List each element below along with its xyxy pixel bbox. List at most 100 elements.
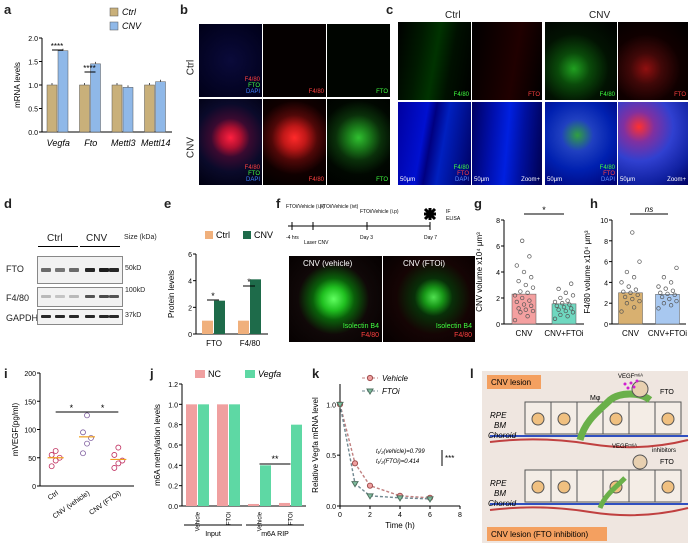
micrograph-c-ctrl-f480: F4/80 xyxy=(398,22,471,100)
timeline-tick-label: Day 3 xyxy=(360,235,373,241)
blot-band xyxy=(99,295,109,298)
sig-marker: ** xyxy=(271,454,279,464)
legend-swatch xyxy=(245,370,255,378)
legend-swatch xyxy=(205,231,213,239)
legend-marker xyxy=(366,388,374,395)
layer-label-rpe-bottom: RPE xyxy=(490,479,507,488)
y-tick-label: 6 xyxy=(496,244,500,251)
chart-a: 0.0 0.5 1.0 1.5 2.0 mRNA levels Vegfa Fto Mettl3… xyxy=(13,7,172,148)
data-point xyxy=(530,308,536,314)
data-point xyxy=(658,290,663,295)
blot-band xyxy=(41,268,51,272)
data-point xyxy=(663,286,668,291)
stain-label: Isolectin B4 xyxy=(435,323,472,330)
data-point xyxy=(631,275,637,280)
legend-label: CNV xyxy=(122,21,142,31)
bar-nc xyxy=(248,503,259,506)
data-point xyxy=(351,481,359,488)
blot-group-cnv: CNV xyxy=(86,233,108,244)
bar-ctrl xyxy=(202,320,213,334)
timeline-end: IF xyxy=(446,209,450,215)
data-point xyxy=(567,302,572,307)
bar-ctrl xyxy=(238,320,249,334)
x-tick-label: 2 xyxy=(368,512,372,519)
data-point xyxy=(84,412,90,419)
legend-swatch xyxy=(195,370,205,378)
x-tick-label: CNV+FTOi xyxy=(544,329,583,338)
data-point xyxy=(512,293,518,298)
data-point xyxy=(336,401,344,409)
micrograph-c-ctrl-zoom: 50μm Zoom+ xyxy=(472,102,542,185)
tag: DAPI xyxy=(454,177,469,183)
blot-row-label-gapdh: GAPDH xyxy=(6,313,39,323)
data-point xyxy=(556,286,561,292)
blot-band xyxy=(85,295,95,298)
micrograph-b-ctrl-merge: F4/80 FTO DAPI xyxy=(199,24,262,97)
vegf-label-top: VEGFᵐ⁶ᴬ xyxy=(618,372,643,380)
micrograph-c-cnv-zoom: 50μm Zoom+ xyxy=(618,102,688,185)
macrophage-top xyxy=(631,380,649,398)
data-point xyxy=(529,275,534,280)
y-axis-label: m6A methylation levels xyxy=(153,404,162,486)
data-point xyxy=(530,285,536,290)
blot-band xyxy=(109,315,119,318)
data-point xyxy=(637,259,642,264)
data-point xyxy=(674,265,679,270)
sig-marker: * xyxy=(101,403,105,413)
blot-band xyxy=(41,315,51,318)
y-tick-label: 50 xyxy=(28,456,36,463)
y-tick-label: 4 xyxy=(604,280,608,287)
fto-label-top: FTO xyxy=(660,389,674,396)
data-point xyxy=(674,298,679,304)
data-point xyxy=(561,304,567,310)
y-tick-label: 0 xyxy=(604,322,608,329)
data-point xyxy=(523,282,528,288)
title-box-bottom xyxy=(487,527,607,541)
stain-label: Isolectin B4 xyxy=(342,323,379,330)
legend-swatch xyxy=(109,7,119,17)
data-point xyxy=(516,306,521,311)
blot-row-label-fto: FTO xyxy=(6,264,24,274)
sig-marker: * xyxy=(247,277,251,287)
data-point xyxy=(558,312,563,318)
legend-label: Ctrl xyxy=(216,230,230,240)
y-axis-label: mRNA levels xyxy=(13,62,22,108)
layer-label-bm-top: BM xyxy=(494,421,506,430)
sig-marker: ns xyxy=(645,205,653,214)
data-point xyxy=(628,290,633,295)
group-label-cnv: CNV xyxy=(589,10,611,21)
y-tick-label: 1.0 xyxy=(168,402,178,409)
bar-vegfa xyxy=(198,404,209,506)
bar-vegfa xyxy=(260,465,271,506)
micrograph-c-cnv-fto: FTO xyxy=(618,22,688,100)
y-tick-label: 200 xyxy=(24,371,36,378)
y-tick-label: 2 xyxy=(188,305,192,312)
blot-strip-gapdh xyxy=(37,309,123,325)
x-tick-label: 6 xyxy=(428,512,432,519)
halflife-annot: t₁/₂(FTOi)=0.414 xyxy=(376,459,420,465)
image-title: CNV (FTOi) xyxy=(403,259,446,268)
layer-label-bm-bottom: BM xyxy=(494,489,506,498)
panel-label-f: f xyxy=(276,196,281,211)
data-point xyxy=(560,301,565,306)
legend-label: FTOi xyxy=(382,387,400,396)
data-point xyxy=(516,278,521,284)
timeline-f: FTOi/Vehicle (i.p) FTOi/Vehicle (ivt) FT… xyxy=(286,204,461,246)
y-tick-label: 6 xyxy=(188,252,192,259)
tag: F4/80 xyxy=(453,92,469,98)
macrophage-bottom xyxy=(632,454,648,470)
x-tick-label: Vehicle xyxy=(196,511,202,531)
x-tick-label: Mettl14 xyxy=(141,138,171,148)
data-point xyxy=(527,298,532,303)
tag: FTO xyxy=(603,171,615,177)
data-point xyxy=(520,238,525,243)
tag: F4/80 xyxy=(244,165,260,171)
group-label: Input xyxy=(205,531,221,538)
panel-label-k: k xyxy=(312,366,320,381)
sig-marker: *** xyxy=(445,454,454,463)
micrograph-f-ftoi: CNV (FTOi) Isolectin B4 F4/80 xyxy=(383,256,475,342)
vegf-label-bottom: VEGFᵐ⁶ᴬ xyxy=(612,442,637,450)
data-point xyxy=(670,288,676,293)
data-point xyxy=(552,316,558,321)
